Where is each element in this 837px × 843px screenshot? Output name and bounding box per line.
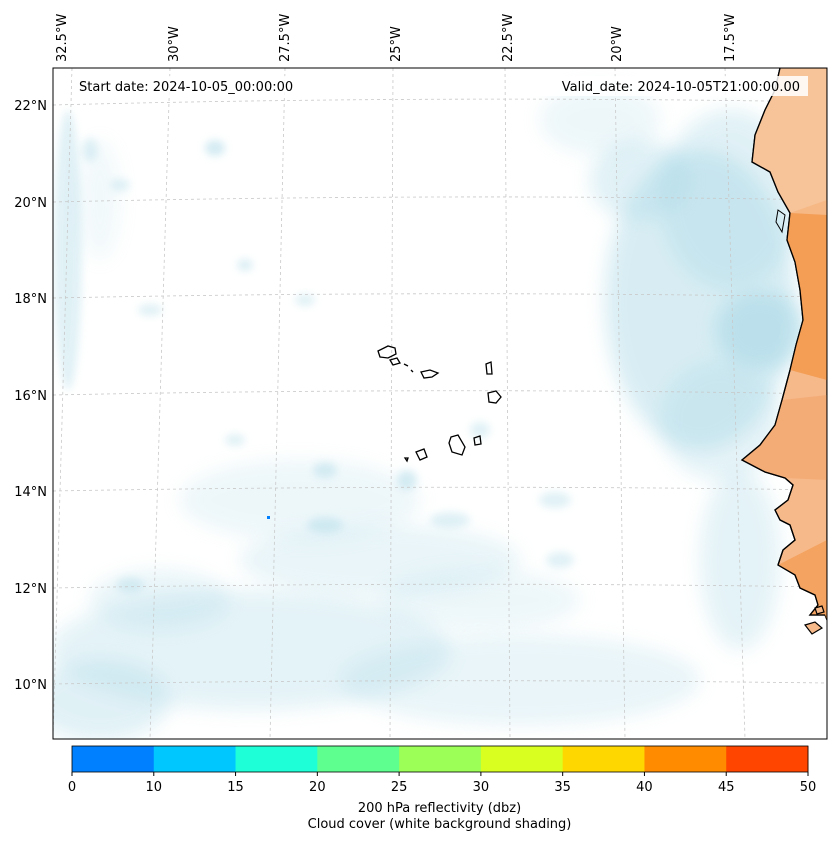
colorbar-cell [480,746,564,772]
colorbar-tick-label: 35 [554,780,571,795]
lon-label: 27.5°W [278,14,293,62]
colorbar-subtitle: Cloud cover (white background shading) [307,817,572,832]
colorbar-cell [562,746,645,772]
colorbar-cell [399,746,482,772]
lat-label: 16°N [14,389,47,404]
lat-label: 20°N [14,196,47,211]
colorbar-title: 200 hPa reflectivity (dbz) [357,801,522,816]
lon-label: 25°W [389,26,404,62]
lon-label: 17.5°W [723,14,738,62]
graticule [53,68,827,739]
lon-label: 20°W [610,26,625,62]
lon-label: 32.5°W [55,14,70,62]
colorbar-tick-label: 25 [391,780,408,795]
colorbar-tick-label: 15 [227,780,244,795]
cape-verde-islands [377,345,502,463]
colorbar-tick-label: 10 [146,780,163,795]
colorbar-ticks: 0 10 15 20 25 30 35 40 45 50 [68,772,816,795]
colorbar-cells [72,746,809,772]
colorbar-cell [153,746,237,772]
latitude-labels: 22°N 20°N 18°N 16°N 14°N 12°N 10°N [14,99,47,693]
africa-landmass [740,68,827,635]
colorbar-cell [235,746,318,772]
start-date-label: Start date: 2024-10-05_00:00:00 [79,80,293,95]
colorbar-cell [72,746,155,772]
valid-date-label: Valid_date: 2024-10-05T21:00:00.00 [562,80,800,95]
lat-label: 10°N [14,678,47,693]
map-panel: Start date: 2024-10-05_00:00:00 Valid_da… [53,68,827,739]
colorbar-cell [317,746,400,772]
colorbar-cell [726,746,809,772]
reflectivity-cell [267,516,270,519]
lon-label: 22.5°W [501,14,516,62]
cloud-cover-shading [53,85,805,739]
colorbar-tick-label: 20 [309,780,326,795]
lat-label: 14°N [14,485,47,500]
map-frame [52,67,828,740]
lat-label: 12°N [14,582,47,597]
lat-label: 18°N [14,292,47,307]
colorbar-tick-label: 0 [68,780,76,795]
longitude-labels: 32.5°W 30°W 27.5°W 25°W 22.5°W 20°W 17.5… [55,14,738,62]
colorbar-tick-label: 30 [473,780,490,795]
colorbar-tick-label: 50 [800,780,817,795]
colorbar-frame [71,745,809,773]
colorbar-cell [644,746,727,772]
colorbar: 0 10 15 20 25 30 35 40 45 50 [68,745,816,795]
colorbar-tick-label: 40 [636,780,653,795]
lat-label: 22°N [14,99,47,114]
colorbar-tick-label: 45 [718,780,735,795]
lon-label: 30°W [167,26,182,62]
